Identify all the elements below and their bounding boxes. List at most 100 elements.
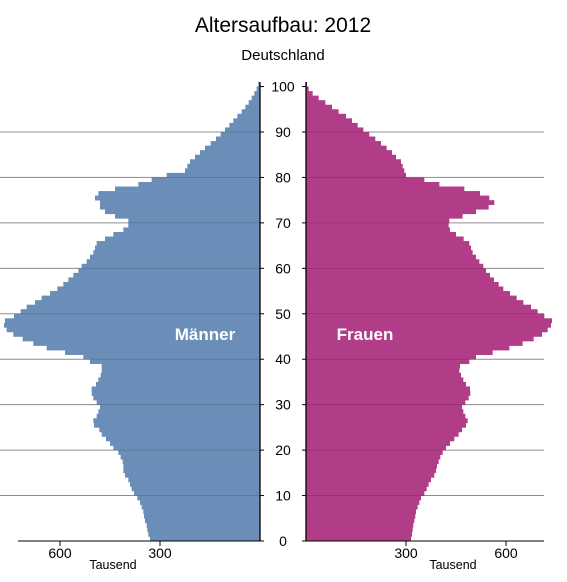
- bar-frauen-age-26: [306, 418, 468, 424]
- bar-maenner-age-20: [113, 445, 260, 451]
- bar-maenner-age-77: [115, 186, 260, 192]
- bar-maenner-age-28: [98, 409, 260, 415]
- bar-maenner-age-23: [101, 431, 261, 437]
- bar-maenner-age-96: [248, 100, 260, 106]
- bar-maenner-age-60: [81, 263, 261, 269]
- bar-frauen-age-60: [306, 263, 484, 269]
- bar-frauen-age-81: [306, 168, 405, 174]
- bar-frauen-age-54: [306, 291, 510, 296]
- bar-frauen-age-10: [306, 491, 425, 496]
- bar-maenner-age-37: [101, 368, 261, 374]
- bar-frauen-age-61: [306, 259, 480, 265]
- bar-frauen-age-70: [306, 218, 450, 224]
- bar-maenner-age-14: [125, 472, 260, 478]
- bar-maenner-age-69: [128, 222, 260, 228]
- bar-maenner-age-78: [138, 181, 260, 187]
- bar-maenner-age-19: [118, 450, 260, 455]
- bar-maenner-age-75: [95, 195, 260, 201]
- bar-frauen-age-52: [306, 300, 524, 305]
- bar-frauen-age-22: [306, 436, 455, 442]
- bar-maenner-age-61: [86, 259, 261, 265]
- bar-frauen-age-87: [306, 141, 381, 146]
- series-label-maenner: Männer: [175, 325, 236, 344]
- bar-maenner-age-30: [96, 400, 261, 405]
- bar-frauen-age-75: [306, 195, 490, 201]
- bar-maenner-age-56: [63, 281, 261, 287]
- bar-maenner-age-1: [148, 531, 260, 537]
- bar-frauen-age-38: [306, 363, 460, 369]
- bar-frauen-age-71: [306, 213, 463, 219]
- y-tick-label: 60: [275, 260, 291, 276]
- bar-maenner-age-27: [96, 413, 261, 419]
- bar-frauen-age-16: [306, 463, 437, 469]
- bar-maenner-age-5: [144, 513, 260, 519]
- bar-maenner-age-44: [22, 336, 260, 342]
- bar-frauen-age-36: [306, 372, 461, 378]
- bar-maenner-age-63: [93, 250, 260, 255]
- bar-frauen-age-8: [306, 500, 420, 505]
- unit-label-left: Tausend: [89, 558, 136, 572]
- bar-maenner-age-39: [90, 359, 260, 365]
- bar-maenner-age-17: [122, 459, 261, 465]
- bar-maenner-age-46: [6, 327, 260, 333]
- bar-maenner-age-3: [146, 522, 260, 528]
- bar-maenner-age-65: [96, 241, 261, 246]
- y-tick-label: 20: [275, 442, 291, 458]
- bar-maenner-age-0: [150, 536, 260, 542]
- bar-maenner-age-58: [73, 272, 260, 278]
- bar-maenner-age-71: [115, 213, 260, 219]
- bar-maenner-age-74: [100, 200, 260, 206]
- series-label-frauen: Frauen: [337, 325, 394, 344]
- bar-frauen-age-90: [306, 127, 364, 133]
- y-tick-label: 30: [275, 397, 291, 413]
- bar-frauen-age-48: [306, 318, 552, 324]
- bar-maenner-age-35: [98, 377, 260, 383]
- bar-maenner-age-62: [90, 254, 260, 260]
- bar-maenner-age-47: [4, 322, 260, 328]
- bar-frauen-age-30: [306, 400, 466, 405]
- bar-maenner-age-49: [14, 313, 260, 319]
- bar-maenner-age-33: [91, 386, 261, 392]
- bar-frauen-age-19: [306, 450, 443, 455]
- bar-maenner-age-34: [96, 381, 260, 387]
- bar-maenner-age-97: [251, 95, 260, 101]
- x-tick-label: 600: [48, 545, 72, 561]
- bar-frauen-age-83: [306, 159, 401, 165]
- bar-frauen-age-68: [306, 227, 450, 233]
- bar-frauen-age-4: [306, 518, 415, 524]
- bar-maenner-age-32: [91, 391, 261, 396]
- bar-frauen-age-98: [306, 91, 313, 96]
- bar-maenner-age-93: [237, 113, 260, 119]
- bar-frauen-age-50: [306, 309, 538, 315]
- bar-frauen-age-51: [306, 304, 531, 310]
- bar-maenner-age-21: [110, 441, 260, 446]
- bar-frauen-age-20: [306, 445, 446, 451]
- bar-maenner-age-66: [105, 236, 260, 242]
- bar-maenner-age-43: [33, 341, 261, 346]
- bar-frauen-age-94: [306, 109, 339, 115]
- bar-maenner-age-11: [131, 486, 260, 492]
- bar-frauen-age-88: [306, 136, 376, 142]
- bar-frauen-age-62: [306, 254, 476, 260]
- bar-maenner-age-55: [57, 286, 261, 292]
- bar-frauen-age-91: [306, 122, 358, 128]
- bar-maenner-age-51: [26, 304, 260, 310]
- bar-maenner-age-26: [93, 418, 260, 424]
- bar-maenner-age-83: [190, 159, 260, 165]
- x-tick-label: 300: [394, 545, 418, 561]
- bar-maenner-age-68: [123, 227, 260, 233]
- bar-frauen-age-55: [306, 286, 504, 292]
- bar-frauen-age-99: [306, 86, 309, 92]
- bar-frauen-age-39: [306, 359, 470, 365]
- bar-frauen-age-2: [306, 527, 413, 533]
- bar-frauen-age-44: [306, 336, 534, 342]
- bar-maenner-age-76: [98, 191, 260, 196]
- bar-maenner-age-54: [50, 291, 260, 296]
- bar-maenner-age-99: [256, 86, 260, 92]
- bar-maenner-age-88: [216, 136, 260, 142]
- axes: [18, 82, 544, 542]
- bar-frauen-age-33: [306, 386, 470, 392]
- bar-frauen-age-86: [306, 145, 387, 151]
- bar-maenner-age-29: [100, 404, 260, 410]
- bar-frauen-age-53: [306, 295, 517, 301]
